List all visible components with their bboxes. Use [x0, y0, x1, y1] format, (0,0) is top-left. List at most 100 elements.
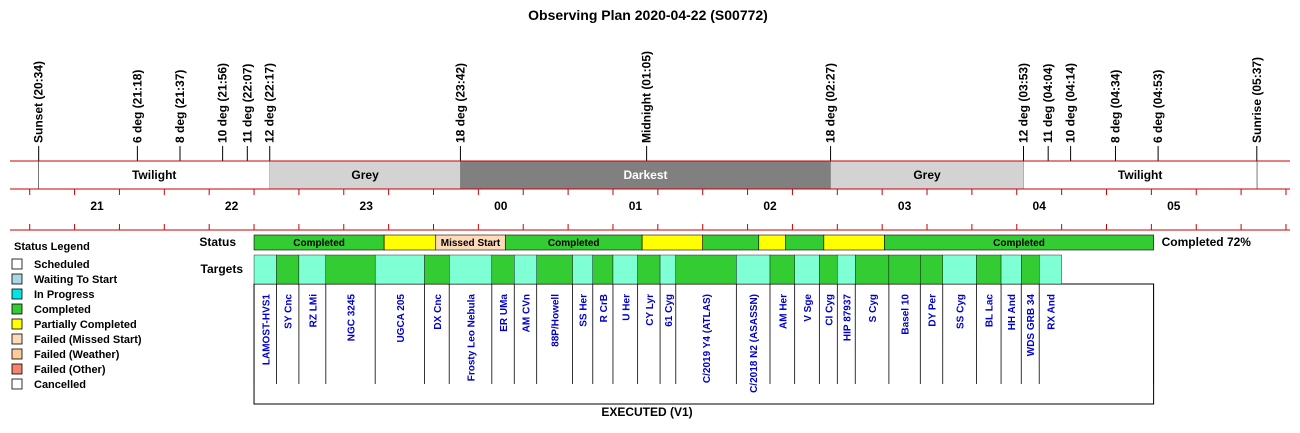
- legend-label: In Progress: [34, 289, 95, 301]
- legend-swatch: [11, 318, 23, 330]
- legend-label: Scheduled: [34, 259, 90, 271]
- target-block: [837, 254, 856, 285]
- legend-label: Cancelled: [34, 379, 86, 391]
- phase-label: Grey: [351, 168, 379, 182]
- event-label: 8 deg (04:34): [1108, 70, 1122, 143]
- target-block: [888, 254, 921, 285]
- target-block: [675, 254, 737, 285]
- event-label: 11 deg (22:07): [240, 64, 254, 143]
- hour-tick-label: 23: [360, 199, 374, 213]
- event-label: 10 deg (21:56): [216, 63, 230, 143]
- status-row: Status Completed Missed Start Completed Comp…: [199, 234, 1251, 251]
- status-segment: [823, 234, 885, 251]
- phase-label: Darkest: [623, 168, 667, 182]
- status-segment: [641, 234, 704, 251]
- target-name: CI Cyg: [824, 294, 835, 326]
- target-block: [637, 254, 661, 285]
- target-block: [572, 254, 593, 285]
- event-label: 10 deg (04:14): [1064, 63, 1078, 143]
- event-label: Sunrise (05:37): [1250, 57, 1264, 143]
- status-segment-label: Completed: [548, 238, 600, 249]
- target-name: LAMOST-HVS1: [261, 294, 272, 366]
- target-block: [769, 254, 795, 285]
- target-name: Basel 10: [901, 294, 912, 335]
- status-segment-label: Completed: [993, 238, 1045, 249]
- target-name: R CrB: [599, 294, 610, 322]
- phase-band: Twilight Grey Darkest Grey Twilight: [10, 160, 1290, 190]
- targets-row-label: Targets: [201, 262, 244, 276]
- target-name: S Cyg: [868, 294, 879, 322]
- chart-title: Observing Plan 2020-04-22 (S00772): [528, 7, 768, 23]
- status-segment: [884, 234, 1154, 251]
- event-markers: Sunset (20:34) 6 deg (21:18) 8 deg (21:37)…: [32, 51, 1264, 189]
- legend-label: Failed (Missed Start): [34, 334, 142, 346]
- target-name: SS Cyg: [956, 294, 967, 329]
- target-name: AM Her: [778, 294, 789, 329]
- target-name: SS Her: [579, 294, 590, 327]
- footer-label: EXECUTED (V1): [601, 405, 692, 419]
- target-block: [592, 254, 614, 285]
- target-name: HH And: [1007, 294, 1018, 330]
- target-name: V Sge: [803, 294, 814, 322]
- event-label: Midnight (01:05): [640, 51, 654, 143]
- target-block: [855, 254, 890, 285]
- target-block: [276, 254, 300, 285]
- target-name: HIP 87937: [842, 294, 853, 342]
- status-segment-label: Completed: [293, 238, 345, 249]
- target-block: [920, 254, 943, 285]
- target-block: [325, 254, 376, 285]
- target-block: [449, 254, 493, 285]
- status-row-label: Status: [199, 235, 236, 249]
- hour-axis: 21 22 23 00 01 02 03 04 05: [10, 189, 1290, 231]
- legend-title: Status Legend: [14, 241, 90, 253]
- target-block: [976, 254, 1002, 285]
- target-name: CY Lyr: [645, 294, 656, 326]
- target-block: [612, 254, 638, 285]
- phase-label: Twilight: [1118, 168, 1162, 182]
- target-name: 61 Cyg: [664, 294, 675, 327]
- target-block: [659, 254, 676, 285]
- event-label: 18 deg (02:27): [824, 63, 838, 143]
- status-legend: Status Legend Scheduled Waiting To Start In…: [11, 241, 142, 391]
- target-name: SY Cnc: [284, 294, 295, 329]
- event-label: 6 deg (21:18): [130, 70, 144, 143]
- status-segment: [383, 234, 437, 251]
- status-segment: [758, 234, 787, 251]
- target-block: [491, 254, 515, 285]
- hour-tick-label: 04: [1033, 199, 1047, 213]
- target-block: [1038, 254, 1062, 285]
- phase-4: [1023, 160, 1258, 190]
- target-name: 88P/Howell: [551, 294, 562, 347]
- target-block: [514, 254, 537, 285]
- legend-swatch: [11, 333, 23, 345]
- target-name: DY Per: [928, 294, 939, 327]
- phase-label: Grey: [913, 168, 941, 182]
- legend-label: Failed (Other): [34, 364, 106, 376]
- status-segment: [702, 234, 760, 251]
- target-name: ER UMa: [499, 294, 510, 332]
- targets-row: Targets LAMOST-HVS1 SY Cnc RZ LMi NGC 3245 UG…: [201, 254, 1155, 405]
- legend-label: Partially Completed: [34, 319, 137, 331]
- target-block: [298, 254, 327, 285]
- legend-label: Waiting To Start: [34, 274, 117, 286]
- legend-label: Failed (Weather): [34, 349, 120, 361]
- event-label: 11 deg (04:04): [1041, 64, 1055, 143]
- event-label: 12 deg (03:53): [1016, 63, 1030, 143]
- hour-tick-label: 21: [90, 199, 104, 213]
- target-block: [736, 254, 771, 285]
- target-block: [253, 254, 277, 285]
- event-label: Sunset (20:34): [32, 61, 46, 143]
- event-label: 8 deg (21:37): [173, 70, 187, 143]
- legend-swatch: [11, 378, 23, 390]
- target-block: [794, 254, 820, 285]
- hour-tick-label: 05: [1167, 199, 1181, 213]
- phase-0: [38, 160, 270, 190]
- event-label: 18 deg (23:42): [453, 63, 467, 143]
- legend-swatch: [11, 348, 23, 360]
- target-block: [374, 254, 425, 285]
- phase-2: [460, 160, 831, 190]
- target-name: RZ LMi: [308, 294, 319, 328]
- legend-swatch: [11, 363, 23, 375]
- legend-label: Completed: [34, 304, 91, 316]
